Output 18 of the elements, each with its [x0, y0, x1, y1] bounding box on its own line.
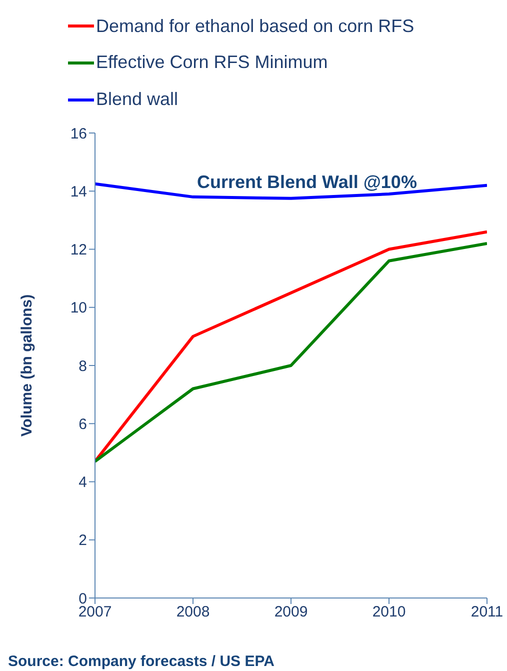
- x-tick-label: 2010: [372, 604, 406, 621]
- y-tick-label: 8: [78, 358, 87, 375]
- y-tick-label: 6: [78, 416, 87, 433]
- x-tick-label: 2008: [176, 604, 210, 621]
- y-tick-label: 14: [70, 183, 87, 200]
- legend-label: Demand for ethanol based on corn RFS: [96, 16, 414, 37]
- y-axis-title: Volume (bn gallons): [18, 294, 36, 437]
- x-tick-label: 2009: [274, 604, 308, 621]
- y-tick-label: 2: [78, 532, 87, 550]
- x-tick-label: 2011: [470, 604, 504, 621]
- source-note: Source: Company forecasts / US EPA: [8, 653, 276, 670]
- y-tick-label: 4: [78, 474, 87, 492]
- legend-label: Effective Corn RFS Minimum: [96, 52, 328, 74]
- y-tick-label: 16: [70, 125, 87, 142]
- annotation: Current Blend Wall @10%: [197, 172, 417, 192]
- y-tick-label: 10: [70, 300, 87, 317]
- legend-label: Blend wall: [96, 89, 178, 110]
- y-tick-label: 12: [70, 242, 87, 259]
